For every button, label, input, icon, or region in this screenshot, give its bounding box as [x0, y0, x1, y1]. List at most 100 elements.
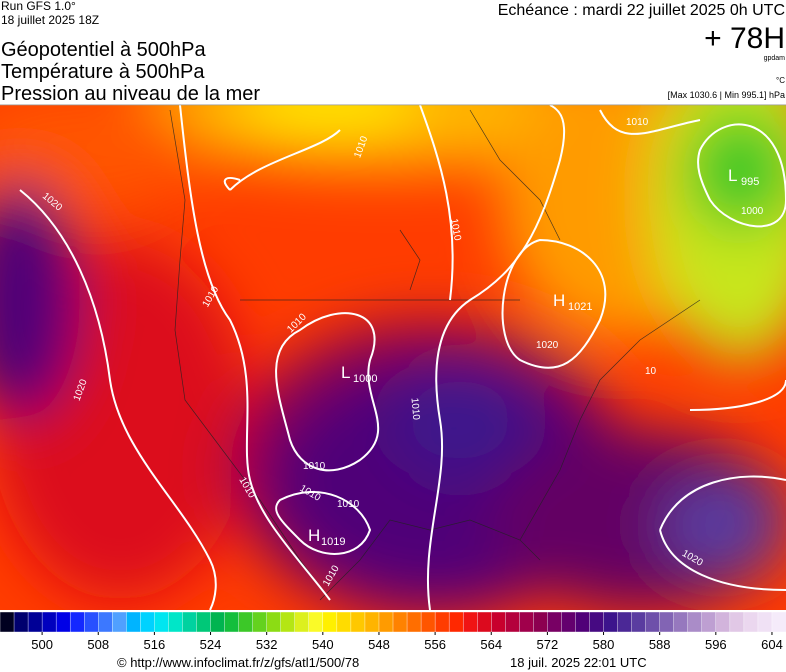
- color-swatch: [673, 611, 689, 633]
- color-swatch: [69, 611, 85, 633]
- tick-label: 516: [144, 637, 166, 652]
- isobar-label: 1010: [303, 461, 326, 472]
- pressure-center-value: 1000: [353, 373, 377, 385]
- color-swatch: [308, 611, 324, 633]
- pressure-center-letter: L: [728, 166, 737, 185]
- color-swatch: [575, 611, 591, 633]
- color-swatch: [491, 611, 506, 633]
- color-swatch: [280, 611, 296, 633]
- isobar-label: 1010: [337, 499, 360, 510]
- color-swatch: [350, 611, 366, 633]
- color-swatch: [252, 611, 268, 633]
- tick-label: 572: [537, 637, 559, 652]
- color-swatch: [743, 611, 759, 633]
- color-swatch: [547, 611, 562, 633]
- isobar-label: 1010: [448, 218, 463, 242]
- isobar-label: 10: [645, 366, 657, 377]
- tick-label: 596: [705, 637, 727, 652]
- color-swatch: [27, 611, 43, 633]
- color-swatch: [659, 611, 675, 633]
- pressure-center-value: 1021: [568, 301, 592, 313]
- tick-label: 524: [200, 637, 222, 652]
- tick-label: 580: [593, 637, 615, 652]
- tick-label: 500: [31, 637, 53, 652]
- color-swatch: [266, 611, 282, 633]
- pressure-range: [Max 1030.6 | Min 995.1] hPa: [668, 90, 785, 100]
- tick-label: 508: [87, 637, 109, 652]
- map-border: [0, 104, 786, 106]
- color-swatch: [140, 611, 155, 633]
- color-swatch: [238, 611, 254, 633]
- color-swatch: [322, 611, 338, 633]
- color-swatch: [154, 611, 169, 633]
- color-swatch: [603, 611, 619, 633]
- unit-label: °C: [776, 76, 785, 85]
- color-swatch: [406, 611, 422, 633]
- pressure-center-letter: H: [308, 526, 320, 545]
- pressure-center-letter: L: [341, 363, 350, 382]
- color-swatch: [519, 611, 534, 633]
- unit-label: gpdam: [764, 55, 786, 62]
- tick-label: 588: [649, 637, 671, 652]
- color-swatch: [757, 611, 773, 633]
- color-swatch: [210, 611, 226, 633]
- color-swatch: [84, 611, 99, 633]
- color-swatch: [448, 611, 464, 633]
- color-swatch: [631, 611, 647, 633]
- pressure-center-value: 1019: [321, 536, 345, 548]
- color-swatch: [13, 611, 29, 633]
- color-swatch: [41, 611, 57, 633]
- field-title: Température à 500hPa: [1, 61, 205, 83]
- isobar-label: 1020: [536, 340, 559, 351]
- pressure-center-letter: H: [553, 291, 565, 310]
- pressure-center-value: 995: [741, 176, 759, 188]
- color-swatch: [771, 611, 786, 633]
- color-swatch: [505, 611, 520, 633]
- tick-label: 556: [424, 637, 446, 652]
- run-label: Run GFS 1.0°: [1, 0, 76, 13]
- color-swatch: [378, 611, 394, 633]
- field-title: Pression au niveau de la mer: [1, 83, 260, 105]
- isobar-label: 1000: [741, 206, 764, 217]
- colorbar: 500 508 516 524 532 540 548 556 564 572 580 588 596 6…: [0, 611, 786, 652]
- color-swatch: [126, 611, 141, 633]
- color-swatch: [182, 611, 197, 633]
- color-swatch: [0, 611, 15, 633]
- isobar-label: 1010: [408, 397, 421, 421]
- color-swatch: [533, 611, 548, 633]
- tick-label: 548: [368, 637, 390, 652]
- run-date: 18 juillet 2025 18Z: [1, 13, 99, 27]
- color-swatch: [687, 611, 703, 633]
- color-swatch: [701, 611, 717, 633]
- color-swatch: [55, 611, 71, 633]
- lead-time: + 78H: [704, 22, 785, 55]
- tick-label: 604: [761, 637, 783, 652]
- color-swatch: [715, 611, 731, 633]
- color-swatch: [420, 611, 436, 633]
- color-swatch: [434, 611, 450, 633]
- color-swatch: [462, 611, 478, 633]
- field-title: Géopotentiel à 500hPa: [1, 39, 206, 61]
- color-swatch: [196, 611, 212, 633]
- color-swatch: [589, 611, 605, 633]
- color-swatch: [617, 611, 633, 633]
- map: [0, 105, 786, 610]
- color-swatch: [336, 611, 352, 633]
- valid-time: Echéance : mardi 22 juillet 2025 0h UTC: [498, 2, 785, 19]
- color-swatch: [392, 611, 408, 633]
- color-swatch: [477, 611, 492, 633]
- tick-label: 532: [256, 637, 278, 652]
- footer-url: © http://www.infoclimat.fr/z/gfs/atl1/50…: [117, 655, 359, 670]
- color-swatch: [112, 611, 127, 633]
- pressure-centers: H 1021 L 1000 L 995 H 1019: [308, 166, 759, 548]
- footer-date: 18 juil. 2025 22:01 UTC: [510, 655, 647, 670]
- tick-label: 540: [312, 637, 334, 652]
- color-swatch: [294, 611, 310, 633]
- isobar-label: 1010: [626, 117, 649, 128]
- color-swatch: [98, 611, 113, 633]
- color-swatch: [224, 611, 240, 633]
- tick-label: 564: [480, 637, 502, 652]
- color-swatch: [364, 611, 380, 633]
